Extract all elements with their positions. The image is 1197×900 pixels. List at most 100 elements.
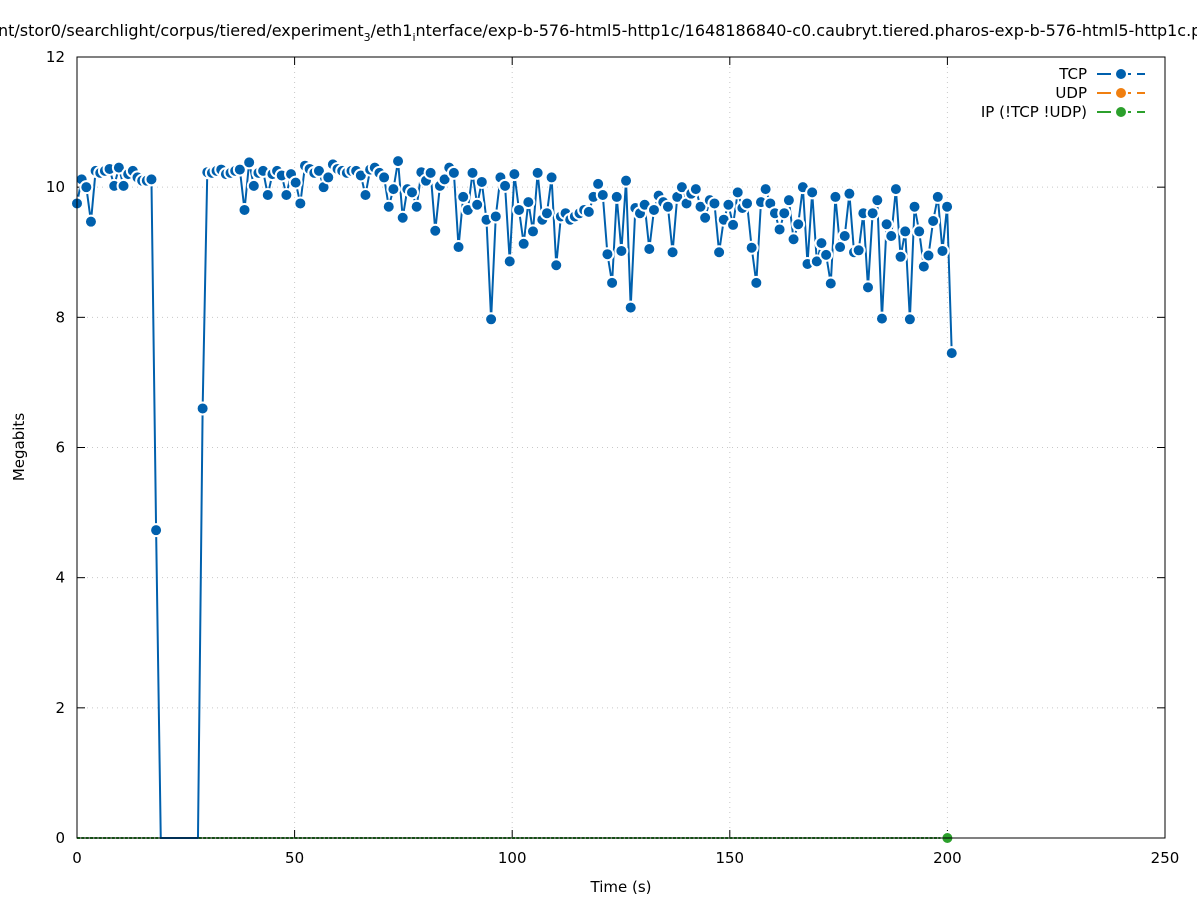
tcp-data-point	[311, 163, 326, 178]
tcp-data-point	[405, 185, 420, 200]
tcp-data-point	[595, 187, 610, 202]
tcp-data-point	[860, 280, 875, 295]
tcp-data-point	[740, 196, 755, 211]
tcp-data-point	[772, 222, 787, 237]
tcp-data-point	[944, 346, 959, 361]
tcp-data-point	[437, 172, 452, 187]
y-tick-label: 8	[55, 308, 65, 326]
tcp-data-point	[660, 199, 675, 214]
y-tick-label: 0	[55, 829, 65, 847]
tcp-data-point	[930, 189, 945, 204]
tcp-data-point	[395, 210, 410, 225]
series-layer	[70, 154, 959, 845]
tcp-data-point	[79, 180, 94, 195]
tcp-data-point	[446, 165, 461, 180]
tcp-data-point	[116, 178, 131, 193]
tcp-data-point	[539, 206, 554, 221]
tcp-data-point	[195, 401, 210, 416]
tcp-data-point	[358, 187, 373, 202]
tcp-data-point	[791, 217, 806, 232]
legend-label: IP (!TCP !UDP)	[981, 103, 1087, 121]
legend-marker	[1114, 67, 1128, 81]
x-tick-label: 0	[72, 849, 82, 867]
legend-label: UDP	[1055, 84, 1087, 102]
tcp-data-point	[144, 172, 159, 187]
tcp-data-point	[712, 245, 727, 260]
tcp-data-point	[898, 224, 913, 239]
tcp-data-point	[874, 311, 889, 326]
tcp-data-point	[237, 202, 252, 217]
tcp-data-point	[823, 276, 838, 291]
tcp-data-point	[423, 165, 438, 180]
tcp-data-point	[428, 223, 443, 238]
tcp-data-point	[521, 195, 536, 210]
tcp-data-point	[879, 217, 894, 232]
tcp-data-point	[321, 170, 336, 185]
x-axis-label: Time (s)	[590, 878, 652, 896]
tcp-data-point	[884, 228, 899, 243]
tcp-data-point	[819, 247, 834, 262]
tcp-data-point	[828, 189, 843, 204]
y-tick-label: 4	[55, 569, 65, 587]
tcp-data-point	[456, 189, 471, 204]
tcp-data-point	[698, 210, 713, 225]
chart-title: nt/stor0/searchlight/corpus/tiered/exper…	[0, 21, 1197, 44]
tcp-data-point	[246, 178, 261, 193]
tcp-data-point	[842, 186, 857, 201]
tcp-data-point	[726, 217, 741, 232]
tcp-data-point	[907, 199, 922, 214]
tcp-data-point	[381, 199, 396, 214]
tcp-data-point	[609, 189, 624, 204]
tcp-data-point	[902, 312, 917, 327]
tcp-data-point	[665, 245, 680, 260]
tcp-data-point	[544, 170, 559, 185]
tcp-data-point	[581, 204, 596, 219]
tcp-data-point	[619, 173, 634, 188]
tcp-data-point	[279, 187, 294, 202]
y-tick-label: 6	[55, 439, 65, 457]
tcp-data-point	[451, 240, 466, 255]
tcp-data-point	[912, 224, 927, 239]
y-tick-label: 10	[46, 178, 65, 196]
tcp-data-point	[377, 170, 392, 185]
tcp-data-point	[805, 185, 820, 200]
tcp-data-point	[623, 300, 638, 315]
tcp-data-point	[293, 196, 308, 211]
tcp-data-point	[865, 206, 880, 221]
tcp-data-point	[149, 523, 164, 538]
tcp-data-point	[111, 160, 126, 175]
tcp-data-point	[516, 236, 531, 251]
tcp-data-point	[688, 182, 703, 197]
tcp-data-point	[549, 258, 564, 273]
y-tick-label: 12	[46, 48, 65, 66]
x-tick-label: 100	[498, 849, 527, 867]
tcp-data-point	[488, 209, 503, 224]
tcp-data-point	[642, 241, 657, 256]
tcp-data-point	[926, 214, 941, 229]
tcp-data-point	[814, 236, 829, 251]
tcp-data-point	[837, 228, 852, 243]
tcp-data-point	[781, 193, 796, 208]
tcp-data-point	[744, 240, 759, 255]
tcp-data-point	[83, 214, 98, 229]
tcp-data-point	[530, 165, 545, 180]
tcp-data-point	[474, 174, 489, 189]
tcp-data-point	[851, 243, 866, 258]
tcp-data-point	[409, 199, 424, 214]
tcp-data-point	[484, 312, 499, 327]
tcp-data-point	[470, 197, 485, 212]
tcp-data-point	[288, 175, 303, 190]
tcp-data-point	[940, 199, 955, 214]
y-axis-label: Megabits	[10, 413, 28, 481]
tcp-data-point	[600, 247, 615, 262]
x-tick-label: 50	[285, 849, 304, 867]
plot-frame	[76, 56, 1166, 839]
legend-marker	[1114, 86, 1128, 100]
tcp-data-point	[786, 232, 801, 247]
tcp-data-point	[730, 185, 745, 200]
y-tick-label: 2	[55, 699, 65, 717]
legend-marker	[1114, 105, 1128, 119]
tcp-data-point	[921, 248, 936, 263]
tcp-data-point	[232, 162, 247, 177]
